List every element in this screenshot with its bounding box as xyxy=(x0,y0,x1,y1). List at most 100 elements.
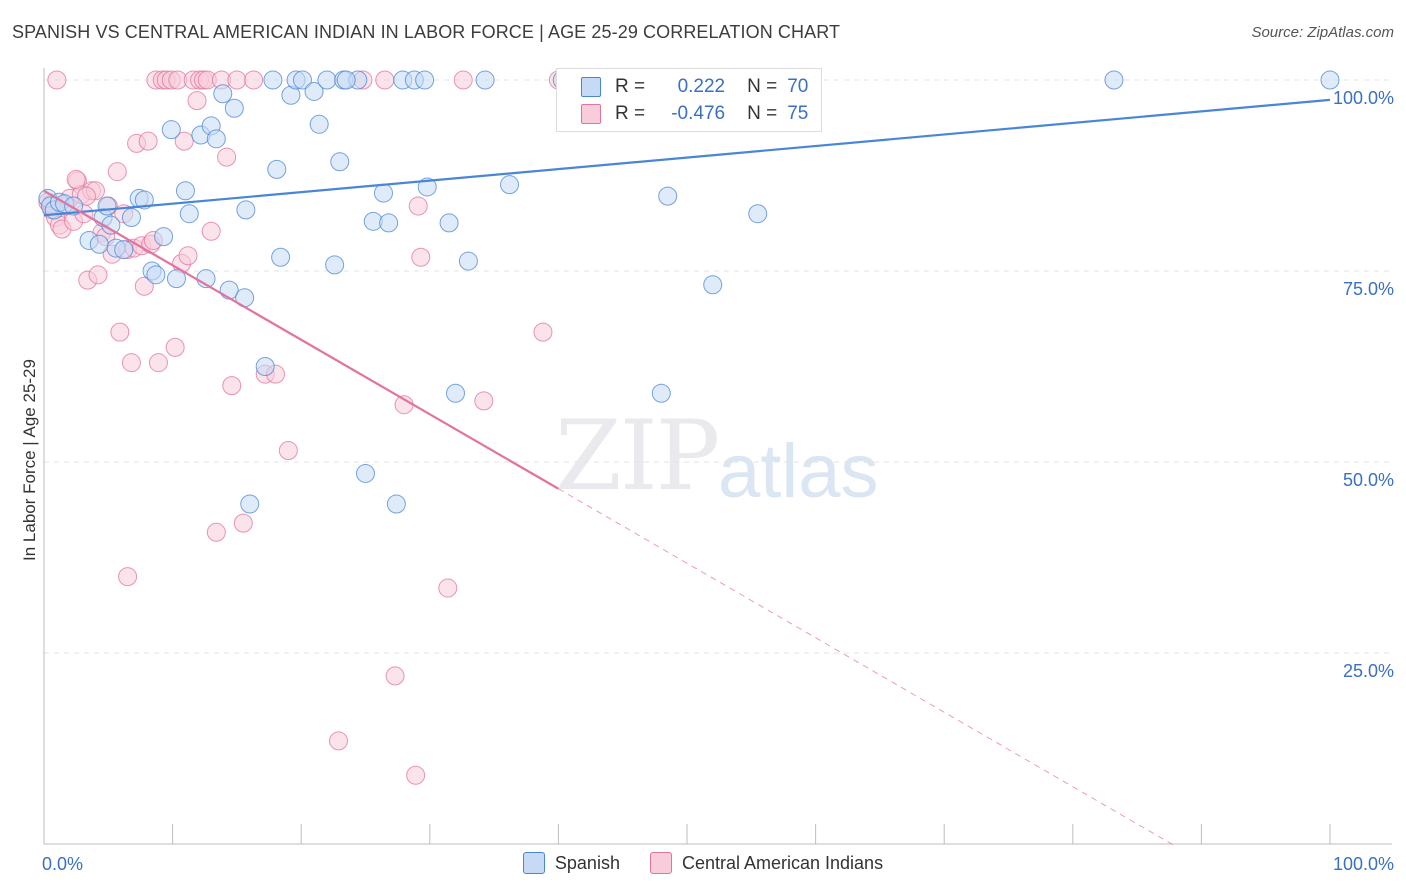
cai-swatch xyxy=(581,104,601,124)
spanish-point xyxy=(114,240,134,260)
spanish-point xyxy=(748,204,768,224)
chart-title: SPANISH VS CENTRAL AMERICAN INDIAN IN LA… xyxy=(12,22,841,42)
spanish-point xyxy=(415,70,435,90)
stats-box: R = 0.222 N = 70 R = -0.476 N = 75 xyxy=(556,68,822,132)
cai-point xyxy=(375,70,395,90)
spanish-point xyxy=(330,152,350,172)
cai-point xyxy=(533,322,553,342)
spanish-point xyxy=(175,181,195,201)
cai-point xyxy=(408,196,428,216)
cai-point xyxy=(222,376,242,396)
x-tick-label: 0.0% xyxy=(42,854,83,874)
spanish-point xyxy=(292,70,312,90)
spanish-point xyxy=(236,200,256,220)
y-tick-label: 100.0% xyxy=(1333,88,1394,108)
cai-point xyxy=(227,70,247,90)
spanish-point xyxy=(179,204,199,224)
cai-point xyxy=(385,666,405,686)
cai-point xyxy=(66,169,86,189)
spanish-point xyxy=(703,275,723,295)
spanish-point xyxy=(154,227,174,247)
spanish-point xyxy=(317,70,337,90)
cai-point xyxy=(118,567,138,587)
cai-point xyxy=(148,353,168,373)
legend-swatch-cai xyxy=(649,852,672,874)
cai-point xyxy=(88,265,108,285)
spanish-point xyxy=(379,213,399,233)
cai-trend-line xyxy=(43,189,559,490)
spanish-point xyxy=(134,190,154,210)
spanish-point xyxy=(356,463,375,483)
stats-row-spanish: R = 0.222 N = 70 xyxy=(581,73,808,101)
spanish-point xyxy=(374,183,394,203)
spanish-point xyxy=(446,383,466,403)
cai-point xyxy=(233,513,253,533)
spanish-point xyxy=(417,177,437,197)
n-label: N = xyxy=(747,76,778,97)
cai-point xyxy=(406,765,426,785)
watermark-atlas: atlas xyxy=(718,429,879,514)
spanish-point xyxy=(325,255,345,275)
spanish-point xyxy=(267,159,287,179)
cai-point xyxy=(165,337,185,357)
n-label: N = xyxy=(747,103,778,124)
spanish-point xyxy=(651,383,671,403)
source-credit: Source: ZipAtlas.com xyxy=(1251,24,1394,41)
spanish-trend-line xyxy=(43,98,1331,217)
y-tick-label: 75.0% xyxy=(1343,279,1394,299)
spanish-point xyxy=(89,234,109,254)
stats-row-cai: R = -0.476 N = 75 xyxy=(581,100,808,128)
spanish-point xyxy=(161,120,181,140)
cai-point xyxy=(217,147,237,167)
legend-item-spanish[interactable]: Spanish xyxy=(522,852,620,874)
y-tick-label: 50.0% xyxy=(1343,470,1394,490)
cai-point xyxy=(244,70,264,90)
r-label: R = xyxy=(615,76,646,97)
legend-item-cai[interactable]: Central American Indians xyxy=(649,852,883,874)
n-value: 70 xyxy=(787,76,809,97)
spanish-point xyxy=(500,175,520,195)
r-label: R = xyxy=(615,103,646,124)
spanish-point xyxy=(439,213,459,233)
spanish-point xyxy=(309,114,329,134)
cai-point xyxy=(178,246,198,266)
spanish-point xyxy=(475,70,495,90)
cai-point xyxy=(107,162,127,182)
cai-point xyxy=(110,322,130,342)
spanish-point xyxy=(240,494,260,514)
legend-label-spanish: Spanish xyxy=(554,852,620,873)
cai-point xyxy=(121,353,141,373)
cai-point xyxy=(76,186,96,206)
cai-point xyxy=(438,578,458,598)
spanish-point xyxy=(1320,70,1340,90)
cai-trend-extension xyxy=(558,488,1176,847)
spanish-point xyxy=(271,247,291,267)
spanish-point xyxy=(97,196,117,216)
r-value: 0.222 xyxy=(677,76,726,97)
spanish-point xyxy=(121,208,141,228)
cai-point xyxy=(138,131,158,151)
spanish-point xyxy=(146,265,166,285)
cai-point xyxy=(206,522,226,542)
cai-point xyxy=(411,247,431,267)
watermark-zip: ZIP xyxy=(555,400,720,512)
spanish-point xyxy=(255,357,275,376)
spanish-point xyxy=(224,98,244,118)
cai-point xyxy=(278,441,298,461)
spanish-point xyxy=(166,269,186,289)
cai-point xyxy=(174,131,194,151)
spanish-point xyxy=(213,84,233,104)
cai-point xyxy=(453,70,473,90)
cai-point xyxy=(47,70,67,90)
spanish-point xyxy=(206,129,226,149)
cai-point xyxy=(134,276,154,296)
cai-point xyxy=(474,391,494,411)
cai-point xyxy=(187,91,207,111)
spanish-point xyxy=(386,494,406,514)
y-tick-label: 25.0% xyxy=(1343,661,1394,681)
cai-point xyxy=(201,221,221,241)
spanish-point xyxy=(658,186,678,206)
n-value: 75 xyxy=(787,103,809,124)
cai-point xyxy=(328,731,348,751)
